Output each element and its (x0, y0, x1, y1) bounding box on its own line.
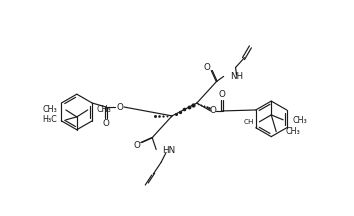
Text: O: O (134, 141, 141, 150)
Text: O: O (116, 103, 124, 111)
Text: CH₃: CH₃ (42, 105, 57, 114)
Text: O: O (218, 90, 225, 99)
Text: O: O (209, 106, 216, 116)
Text: CH₃: CH₃ (285, 127, 300, 136)
Text: O: O (203, 63, 210, 72)
Text: O: O (103, 119, 110, 128)
Text: CH: CH (244, 119, 255, 125)
Text: NH: NH (230, 72, 244, 81)
Text: CH₃: CH₃ (97, 105, 112, 114)
Text: HN: HN (162, 146, 175, 155)
Text: H₃C: H₃C (42, 115, 57, 124)
Text: CH₃: CH₃ (292, 116, 307, 125)
